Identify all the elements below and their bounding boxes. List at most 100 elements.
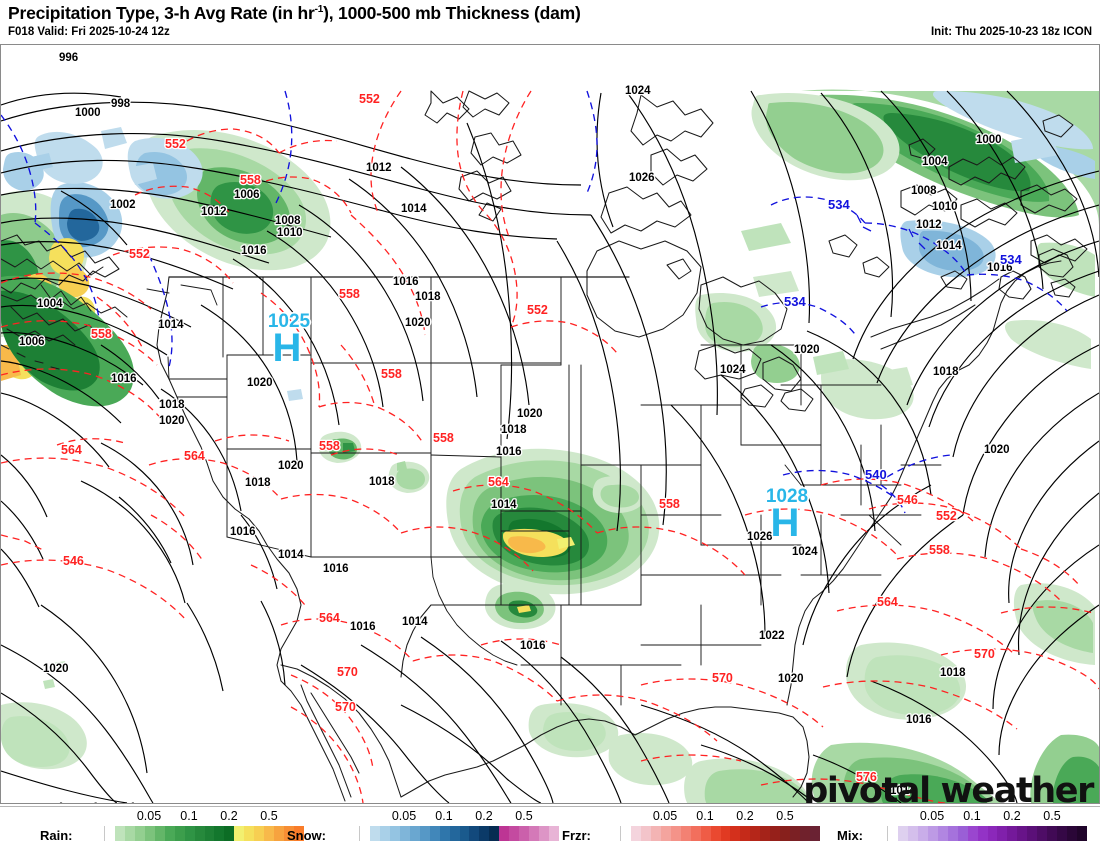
legend-color-swatch: [549, 826, 560, 841]
legend-tick-label: 0.2: [1003, 809, 1021, 823]
legend-colorbar-mix[interactable]: [887, 826, 1088, 841]
legend-color-swatch: [224, 826, 235, 841]
thickness-label-warm: 570: [337, 665, 358, 679]
map-canvas[interactable]: 996 998 1000 1002 1004 1006 1012 1012 1006 1008 10…: [0, 44, 1100, 804]
legend-color-swatch: [479, 826, 490, 841]
legend-color-swatch: [174, 826, 185, 841]
isobar-label: 1020: [984, 444, 1010, 456]
isobar-label: 1010: [277, 227, 303, 239]
legend-color-swatch: [389, 826, 400, 841]
legend-color-swatch: [204, 826, 215, 841]
legend-tick-label: 0.05: [391, 809, 417, 823]
legend-color-swatch: [124, 826, 135, 841]
isobar-label: 1020: [405, 317, 431, 329]
legend-ticks-snow: 0.05 0.1 0.2 0.5: [359, 809, 559, 825]
thickness-label-warm: 552: [936, 509, 957, 523]
legend-color-swatch: [509, 826, 520, 841]
isobar-label: 1018: [245, 477, 271, 489]
legend-color-swatch: [184, 826, 195, 841]
legend-color-swatch: [1077, 826, 1088, 841]
map-graphics: 9969981000100210041006101210121006100810…: [1, 51, 1099, 803]
legend-group-frzr: Frzr: 0.05 0.1 0.2 0.5: [550, 806, 825, 850]
legend-color-swatch: [780, 826, 791, 841]
legend-color-swatch: [489, 826, 500, 841]
legend-color-swatch: [539, 826, 550, 841]
thickness-label-warm: 552: [129, 247, 150, 261]
legend-group-mix: Mix: 0.05 0.1 0.2 0.5: [825, 806, 1100, 850]
thickness-label-warm: 564: [184, 449, 205, 463]
legend-color-swatch: [254, 826, 265, 841]
thickness-label-warm: 552: [527, 303, 548, 317]
legend-color-swatch: [670, 826, 681, 841]
isobar-label: 1006: [19, 336, 45, 348]
legend-color-swatch: [947, 826, 958, 841]
legend-color-swatch: [214, 826, 225, 841]
legend-color-swatch: [134, 826, 145, 841]
thickness-label-warm: 558: [381, 367, 402, 381]
thickness-label-warm: 570: [712, 671, 733, 685]
precip-shading-layer: [1, 89, 1099, 803]
brand-logo-watermark: pivotal weather: [803, 771, 1094, 804]
legend-tick-label: 0.05: [136, 809, 162, 823]
thickness-label-warm: 558: [929, 543, 950, 557]
map-header: Precipitation Type, 3-h Avg Rate (in hr-…: [0, 0, 1100, 44]
isobar-label: 1004: [37, 298, 63, 310]
legend-tick-label: 0.05: [652, 809, 678, 823]
legend-color-swatch: [234, 826, 245, 841]
thickness-label-warm: 576: [856, 770, 877, 784]
legend-colorbar-snow[interactable]: [359, 826, 560, 841]
legend-color-swatch: [680, 826, 691, 841]
isobar-label: 1026: [629, 172, 655, 184]
isobar-label: 1018: [933, 366, 959, 378]
isobar-label: 1020: [517, 408, 543, 420]
legend-color-swatch: [114, 826, 125, 841]
pressure-center-value: 1028: [766, 486, 808, 507]
legend-color-swatch: [967, 826, 978, 841]
legend-color-swatch: [700, 826, 711, 841]
isobar-label: 1014: [278, 549, 304, 561]
thickness-label-warm: 570: [335, 700, 356, 714]
legend-color-swatch: [770, 826, 781, 841]
legend-color-swatch: [284, 826, 295, 841]
valid-time-label: F018 Valid: Fri 2025-10-24 12z: [8, 26, 170, 38]
legend-colorbar-frzr[interactable]: [620, 826, 821, 841]
legend-color-swatch: [1037, 826, 1048, 841]
legend-colorbar-rain[interactable]: [104, 826, 305, 841]
page-title: Precipitation Type, 3-h Avg Rate (in hr-…: [8, 3, 581, 24]
legend-color-swatch: [977, 826, 988, 841]
isobar-label: 1018: [369, 476, 395, 488]
page-title-main: Precipitation Type, 3-h Avg Rate (in hr: [8, 3, 315, 23]
legend-color-swatch: [419, 826, 430, 841]
isobar-label: 1016: [350, 621, 376, 633]
isobar-label: 1006: [234, 189, 260, 201]
legend-label-rain: Rain:: [40, 828, 73, 843]
legend-color-swatch: [630, 826, 641, 841]
legend-color-swatch: [104, 826, 115, 841]
isobar-label: 1016: [111, 373, 137, 385]
isobar-label: 1000: [976, 134, 1002, 146]
isobar-label: 1016: [906, 714, 932, 726]
legend-color-swatch: [730, 826, 741, 841]
precip-legend: Rain: 0.05 0.1 0.2 0.5 Snow: 0.05 0.1 0.2 0.5 Frzr…: [0, 806, 1100, 850]
legend-color-swatch: [264, 826, 275, 841]
isobar-label: 1008: [911, 185, 937, 197]
isobar-label: 1014: [158, 319, 184, 331]
legend-color-swatch: [987, 826, 998, 841]
isobar-label: 1022: [759, 630, 785, 642]
isobar-label: 1014: [401, 203, 427, 215]
isobar-label: 1016: [241, 245, 267, 257]
legend-color-swatch: [720, 826, 731, 841]
legend-tick-label: 0.1: [180, 809, 198, 823]
legend-color-swatch: [800, 826, 811, 841]
thickness-label-warm: 564: [61, 443, 82, 457]
thickness-label-cold: 534: [784, 294, 806, 309]
isobar-label: 1000: [75, 107, 101, 119]
legend-divider: [0, 806, 1100, 807]
legend-color-swatch: [710, 826, 721, 841]
thickness-label-warm: 552: [359, 92, 380, 106]
legend-tick-label: 0.2: [736, 809, 754, 823]
legend-color-swatch: [529, 826, 540, 841]
thickness-warm-label-group: 552 552 558 552 558 552 558 558 558 558 564 564 564 5…: [60, 91, 997, 786]
legend-label-frzr: Frzr:: [562, 828, 591, 843]
isobar-label: 1018: [415, 291, 441, 303]
